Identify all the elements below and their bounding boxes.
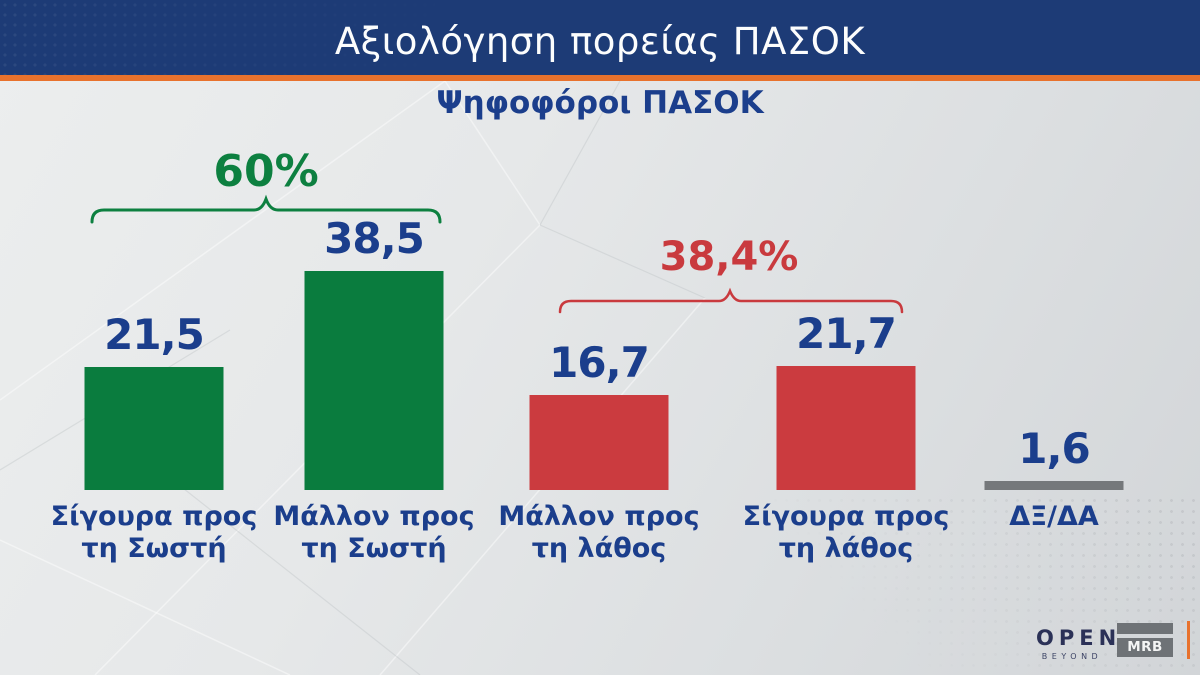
category-label: Σίγουρα προς τη Σωστή [50, 501, 258, 564]
open-channel-logo: OPEN BEYOND [1032, 626, 1122, 662]
bar-column-sigoura-lathos: 21,7 Σίγουρα προς τη λάθος [728, 0, 964, 675]
bar-mallon-sosti [304, 271, 444, 490]
category-label: Σίγουρα προς τη λάθος [742, 501, 950, 564]
group-label-negative: 38,4% [659, 234, 799, 280]
value-label: 38,5 [324, 214, 425, 263]
bar-column-mallon-sosti: 38,5 Μάλλον προς τη Σωστή [256, 0, 492, 675]
chart-subtitle: Ψηφοφόροι ΠΑΣΟΚ [436, 85, 764, 121]
orange-divider [0, 75, 1200, 81]
bracket-positive [90, 194, 442, 224]
value-label: 21,5 [104, 310, 205, 359]
header-bar: Αξιολόγηση πορείας ΠΑΣΟΚ [0, 0, 1200, 75]
category-label: ΔΞ/ΔΑ [1009, 501, 1099, 532]
value-label: 16,7 [549, 338, 650, 387]
bracket-negative [558, 287, 904, 314]
bar-sigoura-sosti [84, 367, 224, 490]
value-label: 1,6 [1018, 424, 1090, 473]
group-label-positive: 60% [213, 146, 319, 197]
category-label: Μάλλον προς τη λάθος [498, 501, 700, 564]
orange-accent-line [1187, 621, 1190, 659]
bar-column-sigoura-sosti: 21,5 Σίγουρα προς τη Σωστή [36, 0, 272, 675]
category-label: Μάλλον προς τη Σωστή [273, 501, 475, 564]
bar-dxda [984, 481, 1124, 490]
mrb-logo-bar [1117, 623, 1173, 634]
open-logo-tagline: BEYOND [1041, 652, 1103, 661]
bar-sigoura-lathos [776, 366, 916, 490]
bar-mallon-lathos [529, 395, 669, 490]
bar-column-mallon-lathos: 16,7 Μάλλον προς τη λάθος [481, 0, 717, 675]
mrb-logo: MRB [1117, 623, 1173, 657]
bar-column-dxda: 1,6 ΔΞ/ΔΑ [936, 0, 1172, 675]
mrb-logo-text: MRB [1117, 638, 1173, 657]
open-logo-text: OPEN [1036, 626, 1122, 650]
value-label: 21,7 [796, 309, 897, 358]
